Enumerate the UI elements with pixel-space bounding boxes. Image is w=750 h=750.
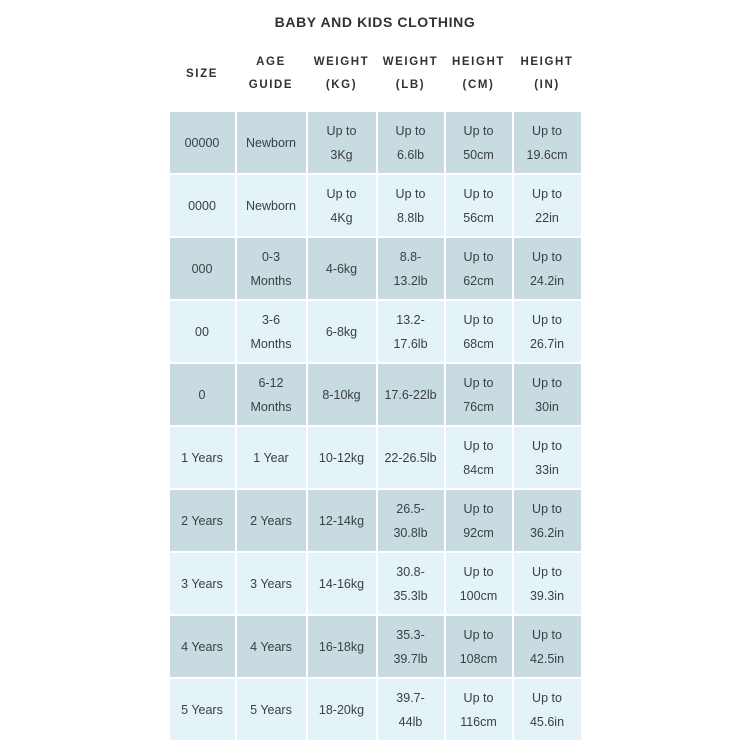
cell-weight-kg: 4-6kg	[307, 238, 376, 299]
table-row: 00000 Newborn Up to 3Kg Up to 6.6lb Up t…	[169, 112, 581, 173]
cell-age-guide: 3-6 Months	[236, 301, 306, 362]
cell-age-guide: 2 Years	[236, 490, 306, 551]
cell-weight-lb: 13.2- 17.6lb	[377, 301, 444, 362]
cell-weight-lb: 17.6-22lb	[377, 364, 444, 425]
cell-age-guide: 1 Year	[236, 427, 306, 488]
table-row: 5 Years 5 Years 18-20kg 39.7- 44lb Up to…	[169, 679, 581, 740]
cell-height-in: Up to 45.6in	[513, 679, 581, 740]
cell-height-in: Up to 19.6cm	[513, 112, 581, 173]
cell-weight-lb: Up to 6.6lb	[377, 112, 444, 173]
cell-weight-kg: 10-12kg	[307, 427, 376, 488]
cell-weight-lb: 39.7- 44lb	[377, 679, 444, 740]
column-header-height-in: HEIGHT (IN)	[513, 38, 581, 110]
column-header-size: SIZE	[169, 38, 235, 110]
table-row: 3 Years 3 Years 14-16kg 30.8- 35.3lb Up …	[169, 553, 581, 614]
cell-height-cm: Up to 56cm	[445, 175, 512, 236]
table-row: 000 0-3 Months 4-6kg 8.8- 13.2lb Up to 6…	[169, 238, 581, 299]
column-header-height-cm: HEIGHT (CM)	[445, 38, 512, 110]
table-row: 4 Years 4 Years 16-18kg 35.3- 39.7lb Up …	[169, 616, 581, 677]
cell-weight-kg: Up to 3Kg	[307, 112, 376, 173]
table-row: 1 Years 1 Year 10-12kg 22-26.5lb Up to 8…	[169, 427, 581, 488]
cell-weight-kg: 16-18kg	[307, 616, 376, 677]
cell-height-cm: Up to 76cm	[445, 364, 512, 425]
cell-height-cm: Up to 68cm	[445, 301, 512, 362]
cell-height-in: Up to 26.7in	[513, 301, 581, 362]
header-row: SIZE AGE GUIDE WEIGHT (KG) WEIGHT (LB) H…	[169, 38, 581, 110]
page-title: BABY AND KIDS CLOTHING	[274, 14, 476, 30]
cell-height-cm: Up to 84cm	[445, 427, 512, 488]
cell-weight-lb: 35.3- 39.7lb	[377, 616, 444, 677]
cell-weight-kg: 12-14kg	[307, 490, 376, 551]
table-row: 0000 Newborn Up to 4Kg Up to 8.8lb Up to…	[169, 175, 581, 236]
cell-weight-lb: Up to 8.8lb	[377, 175, 444, 236]
cell-size: 0000	[169, 175, 235, 236]
cell-age-guide: Newborn	[236, 175, 306, 236]
column-header-weight-lb: WEIGHT (LB)	[377, 38, 444, 110]
cell-height-cm: Up to 100cm	[445, 553, 512, 614]
cell-weight-kg: 18-20kg	[307, 679, 376, 740]
cell-size: 3 Years	[169, 553, 235, 614]
cell-height-in: Up to 42.5in	[513, 616, 581, 677]
table-row: 0 6-12 Months 8-10kg 17.6-22lb Up to 76c…	[169, 364, 581, 425]
cell-height-cm: Up to 62cm	[445, 238, 512, 299]
cell-height-in: Up to 36.2in	[513, 490, 581, 551]
cell-weight-kg: 14-16kg	[307, 553, 376, 614]
table-row: 2 Years 2 Years 12-14kg 26.5- 30.8lb Up …	[169, 490, 581, 551]
cell-height-cm: Up to 116cm	[445, 679, 512, 740]
cell-weight-kg: 6-8kg	[307, 301, 376, 362]
cell-size: 000	[169, 238, 235, 299]
table-body: 00000 Newborn Up to 3Kg Up to 6.6lb Up t…	[169, 112, 581, 740]
cell-height-in: Up to 22in	[513, 175, 581, 236]
cell-height-cm: Up to 92cm	[445, 490, 512, 551]
table-row: 00 3-6 Months 6-8kg 13.2- 17.6lb Up to 6…	[169, 301, 581, 362]
cell-height-in: Up to 24.2in	[513, 238, 581, 299]
cell-height-in: Up to 39.3in	[513, 553, 581, 614]
cell-height-cm: Up to 50cm	[445, 112, 512, 173]
cell-size: 2 Years	[169, 490, 235, 551]
column-header-age-guide: AGE GUIDE	[236, 38, 306, 110]
column-header-weight-kg: WEIGHT (KG)	[307, 38, 376, 110]
cell-age-guide: 3 Years	[236, 553, 306, 614]
cell-weight-kg: Up to 4Kg	[307, 175, 376, 236]
cell-size: 4 Years	[169, 616, 235, 677]
cell-weight-lb: 22-26.5lb	[377, 427, 444, 488]
cell-size: 1 Years	[169, 427, 235, 488]
cell-age-guide: 6-12 Months	[236, 364, 306, 425]
table-header: SIZE AGE GUIDE WEIGHT (KG) WEIGHT (LB) H…	[169, 38, 581, 110]
cell-age-guide: 0-3 Months	[236, 238, 306, 299]
cell-age-guide: 5 Years	[236, 679, 306, 740]
cell-size: 00	[169, 301, 235, 362]
cell-height-cm: Up to 108cm	[445, 616, 512, 677]
cell-size: 0	[169, 364, 235, 425]
cell-size: 5 Years	[169, 679, 235, 740]
cell-weight-kg: 8-10kg	[307, 364, 376, 425]
cell-size: 00000	[169, 112, 235, 173]
cell-height-in: Up to 33in	[513, 427, 581, 488]
cell-weight-lb: 26.5- 30.8lb	[377, 490, 444, 551]
cell-age-guide: Newborn	[236, 112, 306, 173]
size-chart-table: SIZE AGE GUIDE WEIGHT (KG) WEIGHT (LB) H…	[168, 36, 583, 742]
cell-age-guide: 4 Years	[236, 616, 306, 677]
cell-weight-lb: 30.8- 35.3lb	[377, 553, 444, 614]
cell-height-in: Up to 30in	[513, 364, 581, 425]
cell-weight-lb: 8.8- 13.2lb	[377, 238, 444, 299]
